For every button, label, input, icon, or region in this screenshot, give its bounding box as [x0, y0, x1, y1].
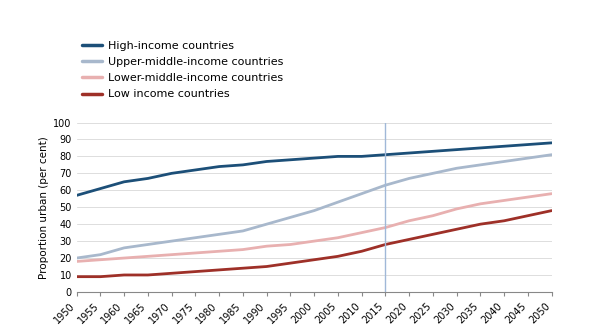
Y-axis label: Proportion urban (per cent): Proportion urban (per cent) — [39, 136, 49, 278]
Legend: High-income countries, Upper-middle-income countries, Lower-middle-income countr: High-income countries, Upper-middle-inco… — [82, 41, 283, 99]
